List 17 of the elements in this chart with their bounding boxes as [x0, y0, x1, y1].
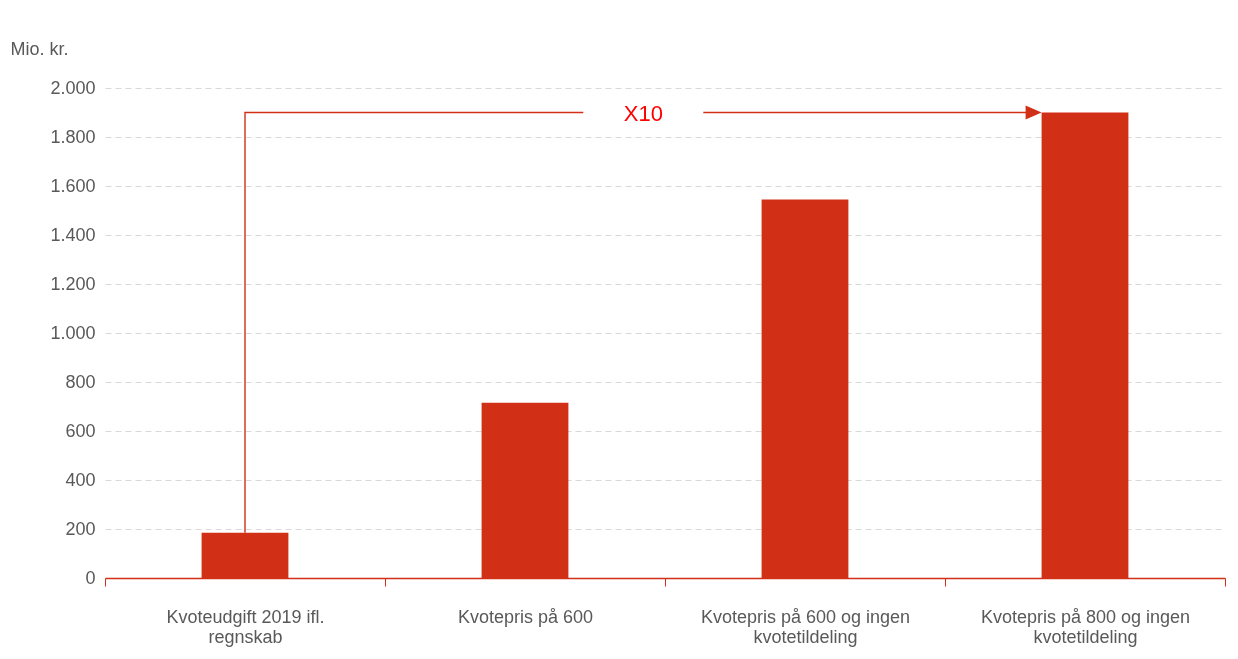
y-tick-label: 200	[65, 518, 96, 539]
y-tick-label: 2.000	[50, 77, 96, 98]
annotation: X10	[623, 100, 663, 126]
x-tick-label: Kvotepris på 800 og ingen kvotetildeling	[980, 606, 1191, 647]
y-tick-label: 800	[65, 371, 96, 392]
y-tick-label: 0	[85, 567, 96, 588]
y-axis-title: Mio. kr.	[10, 38, 69, 59]
y-tick-label: 1.400	[50, 224, 96, 245]
y-tick-label: 1.800	[50, 126, 96, 147]
y-tick-label: 1.600	[50, 175, 96, 196]
x-tick-label: Kvotepris på 600	[457, 606, 594, 627]
x-tick-label: Kvotepris på 600 og ingen kvotetildeling	[700, 606, 911, 647]
y-tick-label: 400	[65, 469, 96, 490]
y-tick-label: 600	[65, 420, 96, 441]
y-tick-label: 1.200	[50, 273, 96, 294]
x-tick-label: Kvoteudgift 2019 ifl. regnskab	[166, 606, 325, 647]
y-tick-label: 1.000	[50, 322, 96, 343]
